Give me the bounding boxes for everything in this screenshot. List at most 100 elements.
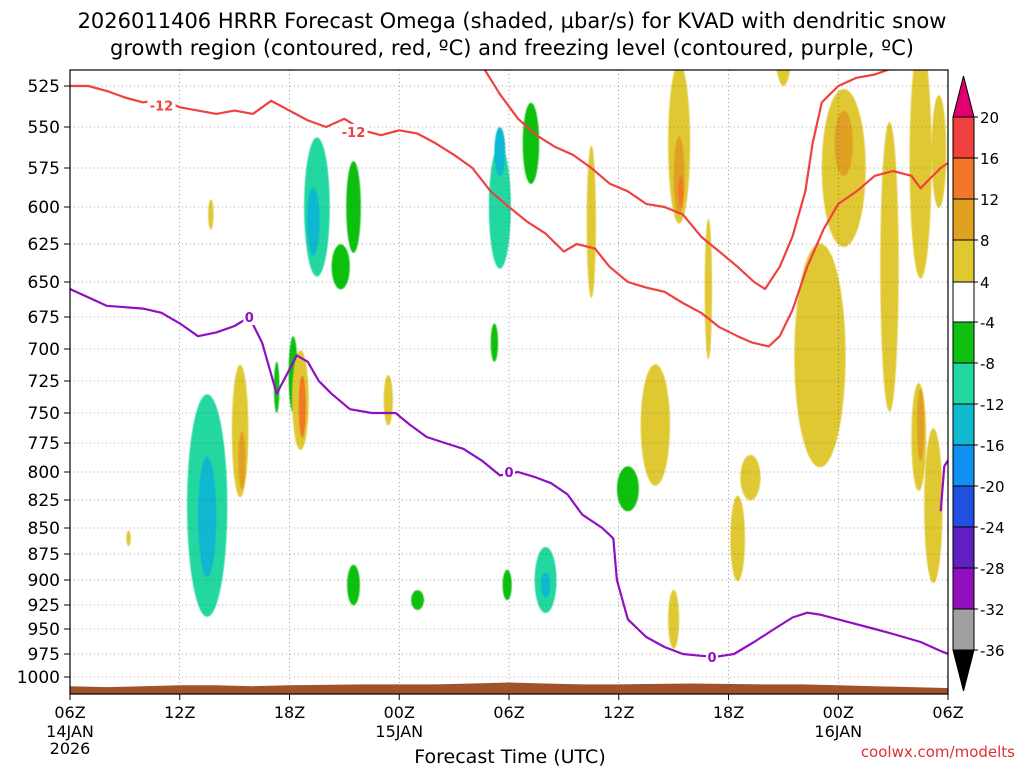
- dgz-top-contour: [70, 84, 948, 348]
- y-tick-label: 900: [28, 571, 60, 591]
- y-tick-label: 550: [28, 118, 60, 138]
- colorbar-swatch: [952, 116, 975, 159]
- x-tick-label: 12Z: [603, 703, 634, 722]
- y-tick-label: 750: [28, 404, 60, 424]
- y-tick-label: 975: [28, 645, 60, 665]
- colorbar-swatch: [952, 75, 975, 118]
- y-tick-label: 575: [28, 159, 60, 179]
- omega-blob: [834, 110, 853, 176]
- colorbar-label: -4: [980, 314, 995, 332]
- freezing-contour-label: 0: [245, 311, 254, 326]
- colorbar-swatch: [952, 198, 975, 241]
- colorbar-label: -28: [980, 560, 1005, 578]
- colorbar-swatch: [952, 157, 975, 200]
- omega-blob: [678, 175, 684, 207]
- x-year-label: 2026: [50, 739, 91, 758]
- colorbar-swatch: [952, 444, 975, 487]
- terrain-fill: [70, 682, 948, 694]
- y-tick-label: 850: [28, 519, 60, 539]
- x-tick-label: 06Z: [932, 703, 963, 722]
- y-tick-label: 525: [28, 77, 60, 97]
- dgz-contour-label: -12: [150, 100, 174, 115]
- omega-blob: [541, 572, 551, 598]
- omega-blob: [586, 145, 596, 299]
- omega-blob: [740, 454, 761, 501]
- freezing-contour-label: 0: [708, 651, 717, 666]
- chart-title: 2026011406 HRRR Forecast Omega (shaded, …: [78, 9, 947, 33]
- y-tick-label: 600: [28, 198, 60, 218]
- freezing-contour-label-bg: [503, 464, 515, 480]
- chart-subtitle: growth region (contoured, red, ºC) and f…: [110, 36, 914, 60]
- omega-blob: [238, 431, 246, 490]
- omega-blob: [794, 243, 846, 468]
- y-tick-label: 775: [28, 434, 60, 454]
- omega-blob: [640, 364, 670, 486]
- omega-blob: [730, 495, 745, 582]
- contour-layer: [70, 70, 948, 658]
- omega-blob: [909, 70, 932, 279]
- y-tick-label: 825: [28, 491, 60, 511]
- x-tick-label: 06Z: [54, 703, 85, 722]
- omega-blob: [347, 564, 360, 606]
- y-tick-label: 625: [28, 235, 60, 255]
- x-tick-label: 12Z: [164, 703, 195, 722]
- colorbar-label: 8: [980, 232, 990, 250]
- x-axis-label: Forecast Time (UTC): [414, 746, 605, 768]
- colorbar-swatch: [952, 567, 975, 610]
- x-tick-label: 00Z: [384, 703, 415, 722]
- omega-blob: [208, 199, 214, 230]
- x-date-label: 16JAN: [814, 722, 862, 741]
- colorbar-label: -36: [980, 642, 1005, 660]
- y-tick-label: 675: [28, 308, 60, 328]
- omega-blob: [704, 218, 713, 360]
- x-tick-label: 18Z: [713, 703, 744, 722]
- freezing-contour-label-bg: [706, 648, 719, 665]
- dgz-bottom-contour: [483, 70, 891, 291]
- colorbar-swatch: [952, 362, 975, 405]
- colorbar-label: -32: [980, 601, 1005, 619]
- omega-blob: [306, 187, 320, 256]
- omega-blob: [126, 530, 131, 547]
- freezing-level-contour: [70, 288, 948, 658]
- colorbar-swatch: [952, 321, 975, 364]
- colorbar-label: -16: [980, 437, 1005, 455]
- x-date-label: 15JAN: [375, 722, 423, 741]
- colorbar-swatch: [952, 403, 975, 446]
- y-tick-label: 950: [28, 620, 60, 640]
- contour-labels: -12 -12 0 0 0: [147, 97, 719, 666]
- credit-text: coolwx.com/modelts: [861, 743, 1015, 761]
- omega-blob: [411, 590, 424, 610]
- omega-blob: [673, 136, 685, 216]
- omega-blob: [924, 428, 943, 584]
- terrain-layer: [70, 682, 948, 694]
- omega-blob: [616, 466, 639, 512]
- omega-blob: [668, 589, 680, 649]
- omega-blob: [198, 456, 217, 577]
- omega-blob: [346, 161, 361, 253]
- x-tick-label: 18Z: [274, 703, 305, 722]
- y-tick-label: 875: [28, 545, 60, 565]
- colorbar-label: -24: [980, 519, 1005, 537]
- omega-shading: [126, 70, 947, 649]
- colorbar-swatch: [952, 281, 975, 323]
- freezing-level-contour-edge: [939, 459, 948, 512]
- dgz-contour-label-bg: [339, 123, 368, 140]
- omega-blob: [383, 375, 393, 426]
- y-tick-label: 1000: [17, 668, 60, 688]
- colorbar-swatch: [952, 649, 975, 692]
- x-date-label: 14JAN: [46, 722, 94, 741]
- colorbar-swatch: [952, 239, 975, 283]
- colorbar-label: 20: [980, 109, 999, 127]
- colorbar-swatch: [952, 526, 975, 569]
- x-tick-label: 06Z: [493, 703, 524, 722]
- dgz-contour-label: -12: [342, 126, 366, 141]
- colorbar-swatch: [952, 608, 975, 651]
- omega-blob: [488, 145, 511, 269]
- omega-blob: [776, 70, 791, 86]
- colorbar-label: 12: [980, 191, 999, 209]
- omega-blob: [880, 121, 899, 412]
- omega-blob: [298, 375, 306, 438]
- pressure-axis: 525 550 575 600 625 650 675 700 725 750 775 800 825 8…: [17, 77, 70, 688]
